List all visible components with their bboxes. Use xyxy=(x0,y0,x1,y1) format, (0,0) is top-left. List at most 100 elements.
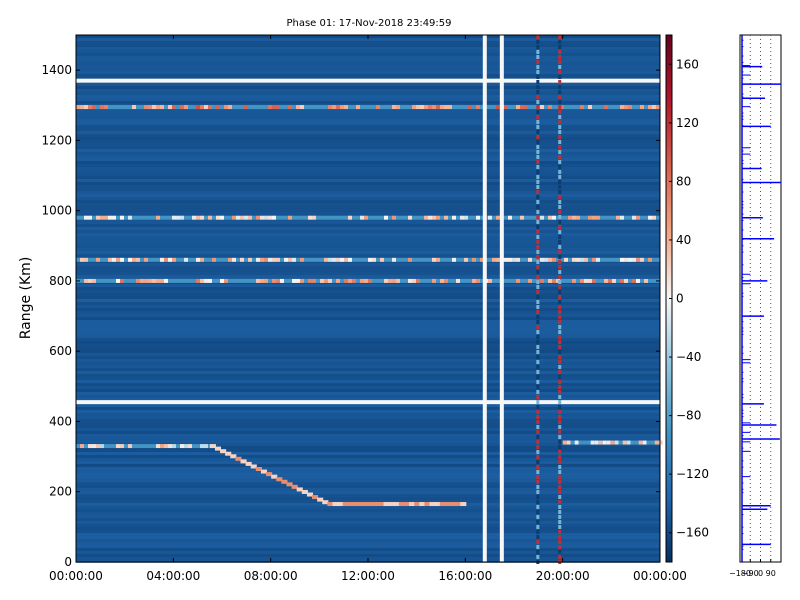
noisy-column-cell xyxy=(558,520,562,524)
band-cell xyxy=(600,278,604,283)
noisy-column-cell xyxy=(536,95,540,99)
band-cell xyxy=(608,105,612,110)
noisy-column-cell xyxy=(558,225,562,229)
noisy-column-cell xyxy=(536,465,540,469)
background-row xyxy=(76,38,660,41)
band-cell xyxy=(464,257,468,262)
noisy-column-cell xyxy=(536,505,540,509)
background-row xyxy=(76,335,660,338)
band-cell xyxy=(544,278,548,283)
band-cell xyxy=(440,257,444,262)
band-cell xyxy=(272,215,276,220)
noisy-column-cell xyxy=(558,525,562,529)
band-cell xyxy=(144,105,148,110)
band-cell xyxy=(144,444,148,449)
band-cell xyxy=(508,105,512,110)
background-row xyxy=(76,515,660,518)
band-cell xyxy=(284,257,288,262)
noisy-column-cell xyxy=(536,455,540,459)
background-row xyxy=(76,362,660,365)
band-cell xyxy=(412,257,416,262)
noisy-column-cell xyxy=(536,475,540,479)
noisy-column-cell xyxy=(536,525,540,529)
band-cell xyxy=(124,215,128,220)
band-cell xyxy=(260,215,264,220)
noisy-column-cell xyxy=(536,470,540,474)
band-cell xyxy=(308,105,312,110)
descending-echo-cell xyxy=(240,459,247,464)
band-cell xyxy=(464,105,468,110)
band-cell xyxy=(184,444,188,449)
descending-echo-cell xyxy=(373,502,380,507)
noisy-column-cell xyxy=(558,260,562,264)
background-row xyxy=(76,542,660,545)
band-cell xyxy=(304,278,308,283)
background-row xyxy=(76,524,660,527)
band-cell xyxy=(288,278,292,283)
noisy-column-cell xyxy=(536,410,540,414)
band-cell xyxy=(200,105,204,110)
background-row xyxy=(76,197,660,200)
band-cell xyxy=(200,444,204,449)
band-cell xyxy=(460,105,464,110)
band-cell xyxy=(224,105,228,110)
background-row xyxy=(76,65,660,68)
band-cell xyxy=(196,278,200,283)
band-cell xyxy=(568,105,572,110)
noisy-column-cell xyxy=(558,385,562,389)
band-cell xyxy=(216,278,220,283)
band-cell xyxy=(624,257,628,262)
band-cell xyxy=(208,257,212,262)
background-row xyxy=(76,461,660,464)
band-cell xyxy=(564,215,568,220)
band-cell xyxy=(616,215,620,220)
descending-echo-cell xyxy=(409,502,416,507)
noisy-column-cell xyxy=(558,255,562,259)
background-row xyxy=(76,539,660,542)
band-cell xyxy=(504,278,508,283)
band-cell xyxy=(608,257,612,262)
band-cell xyxy=(512,105,516,110)
band-cell xyxy=(396,215,400,220)
band-cell xyxy=(532,257,536,262)
band-cell xyxy=(188,257,192,262)
band-cell xyxy=(200,278,204,283)
descending-echo-cell xyxy=(327,502,334,507)
y-tick-label: 400 xyxy=(49,414,72,428)
band-cell xyxy=(618,440,623,445)
band-cell xyxy=(124,444,128,449)
band-cell xyxy=(566,440,571,445)
noisy-column-cell xyxy=(536,375,540,379)
descending-echo-cell xyxy=(266,472,273,477)
band-cell xyxy=(144,257,148,262)
background-row xyxy=(76,194,660,197)
descending-echo-cell xyxy=(301,489,308,494)
noisy-column-cell xyxy=(536,100,540,104)
noisy-column-cell xyxy=(558,145,562,149)
band-cell xyxy=(284,215,288,220)
band-cell xyxy=(496,257,500,262)
band-cell xyxy=(308,278,312,283)
band-cell xyxy=(540,257,544,262)
background-row xyxy=(76,554,660,557)
noisy-column-cell xyxy=(558,550,562,554)
noisy-column-cell xyxy=(536,220,540,224)
band-cell xyxy=(320,257,324,262)
band-cell xyxy=(468,278,472,283)
noisy-column-cell xyxy=(558,140,562,144)
band-cell xyxy=(156,215,160,220)
background-row xyxy=(76,383,660,386)
band-cell xyxy=(140,105,144,110)
band-cell xyxy=(264,215,268,220)
background-row xyxy=(76,347,660,350)
band-cell xyxy=(328,278,332,283)
band-cell xyxy=(236,278,240,283)
band-cell xyxy=(400,105,404,110)
descending-echo-cell xyxy=(337,502,344,507)
band-cell xyxy=(588,215,592,220)
background-row xyxy=(76,149,660,152)
background-row xyxy=(76,203,660,206)
band-cell xyxy=(100,278,104,283)
band-cell xyxy=(184,257,188,262)
band-cell xyxy=(396,278,400,283)
